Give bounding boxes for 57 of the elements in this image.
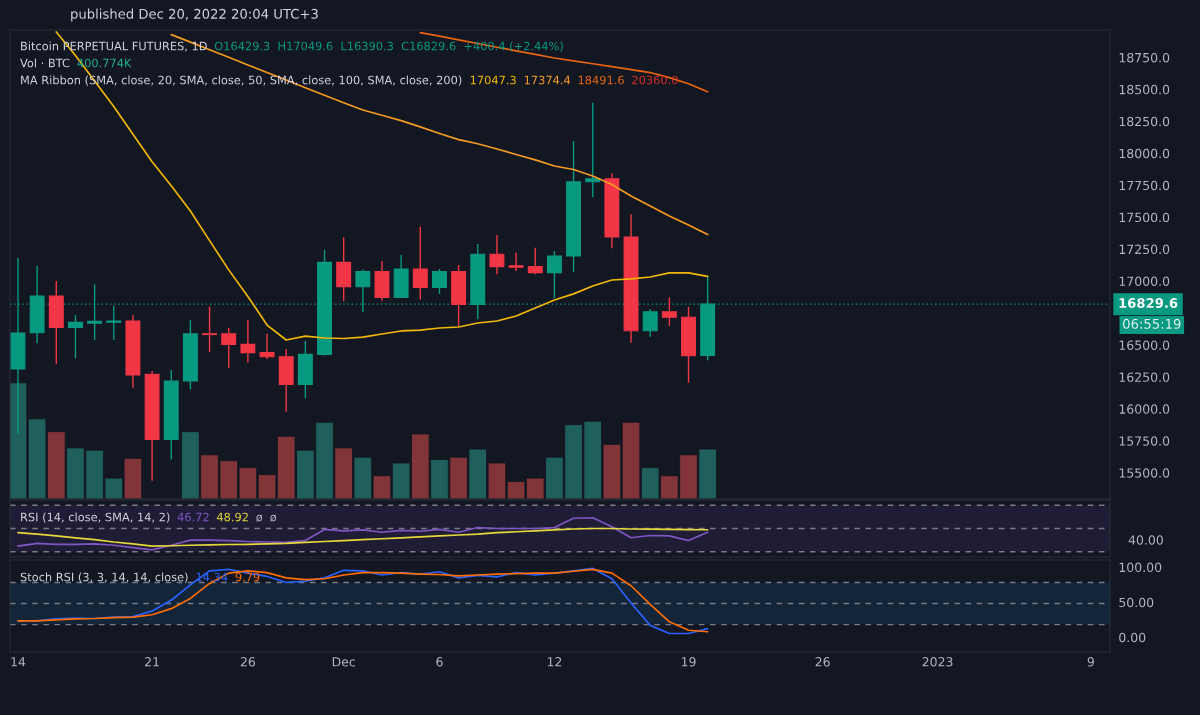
y-tick-label: 16500.0 <box>1119 340 1170 350</box>
y-tick-label: 15750.0 <box>1119 436 1170 446</box>
x-tick-label: 21 <box>145 657 159 667</box>
candlestick <box>508 252 524 272</box>
ref-line-label: 16829.6 <box>1119 298 1178 308</box>
x-tick-label: 26 <box>815 657 830 667</box>
text: Stoch RSI (3, 3, 14, 14, close) <box>20 572 188 583</box>
candlestick <box>489 234 505 276</box>
y-tick-label: 100.00 <box>1119 562 1162 573</box>
annotation: 17047.3 <box>470 75 516 85</box>
y-tick-label: 16250.0 <box>1119 372 1170 382</box>
text: 40.00 <box>1128 535 1163 545</box>
y-tick-label: 18500.0 <box>1119 84 1170 95</box>
annotation: 18491.6 <box>578 75 624 85</box>
y-tick-label: 18750.0 <box>1119 52 1170 63</box>
text: published Dec 20, 2022 20:04 UTC+3 <box>71 8 318 22</box>
annotation: 20360.0 <box>632 75 678 85</box>
x-tick-label: Dec <box>332 657 355 667</box>
candlestick <box>240 319 256 364</box>
annotation: ø <box>256 514 263 522</box>
x-tick-label: 6 <box>436 657 443 667</box>
candlestick <box>412 225 428 301</box>
annotation: 46.72 <box>177 512 209 522</box>
x-tick-label: 14 <box>11 657 26 667</box>
candlestick <box>585 102 601 198</box>
y-tick-label: 17000.0 <box>1119 276 1170 287</box>
x-tick-label: 9 <box>1087 657 1094 667</box>
candlestick <box>68 314 83 359</box>
candlestick <box>202 305 218 353</box>
y-tick-label: 50.00 <box>1119 597 1154 608</box>
candlestick <box>106 305 122 341</box>
annotation: 17374.4 <box>524 75 571 85</box>
candlestick <box>432 268 447 295</box>
candlestick <box>527 247 543 276</box>
y-tick-label: 15500.0 <box>1119 468 1170 478</box>
x-tick-label: 26 <box>240 657 256 667</box>
chart-title: Vol · BTC <box>20 58 70 68</box>
y-tick-label: 0.00 <box>1119 632 1146 643</box>
chart-title: RSI (14, close, SMA, 14, 2) <box>21 512 170 523</box>
candlestick <box>661 297 677 327</box>
y-tick-label: 17500.0 <box>1119 212 1170 223</box>
annotation: 9.79 <box>235 572 260 582</box>
y-tick-label: 16000.0 <box>1119 404 1170 414</box>
y-tick-label: 17750.0 <box>1119 180 1170 191</box>
x-tick-label: 12 <box>547 657 562 667</box>
x-tick-label: 19 <box>681 657 696 667</box>
annotation: 48.92 <box>216 512 248 522</box>
y-tick-label: 18250.0 <box>1119 116 1170 127</box>
candlestick <box>259 333 275 360</box>
candlestick <box>642 308 658 338</box>
x-tick-label: 2023 <box>922 657 953 667</box>
y-tick-label: 17250.0 <box>1119 244 1170 255</box>
text: 06:55:19 <box>1123 318 1181 329</box>
candlestick <box>221 327 237 369</box>
y-tick-label: 18000.0 <box>1119 148 1170 159</box>
annotation: ø <box>270 514 277 522</box>
candlestick <box>546 250 562 300</box>
